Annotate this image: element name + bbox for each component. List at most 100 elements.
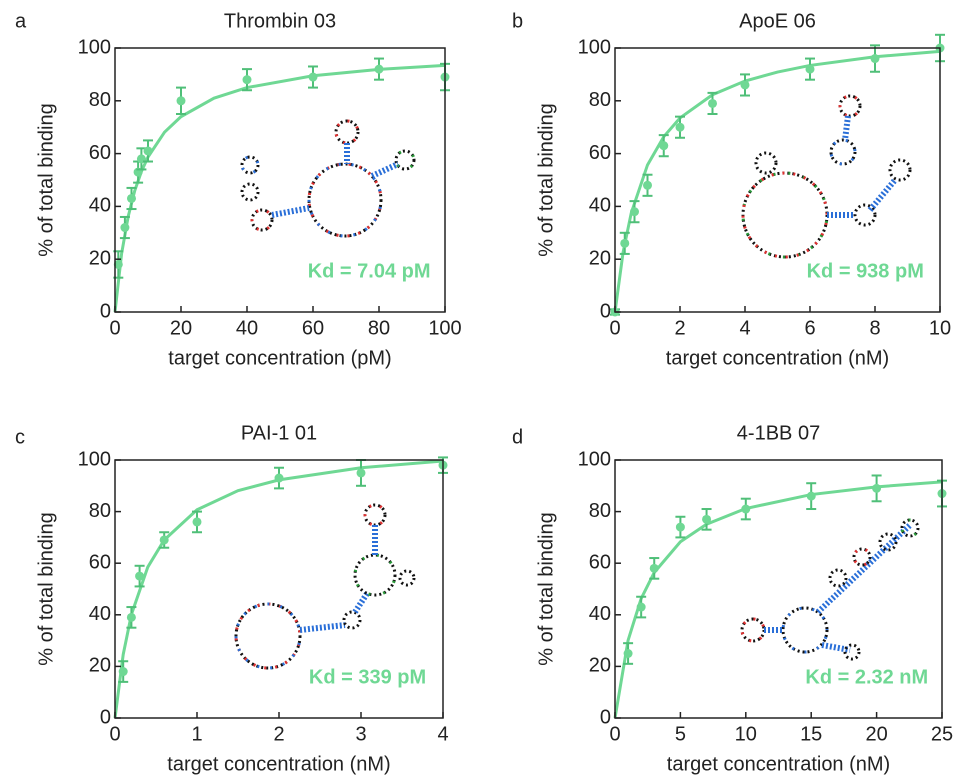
y-tick-label: 80 [589,89,611,111]
x-tick-label: 40 [236,317,258,339]
data-point [649,563,659,573]
x-tick-label: 4 [739,317,750,339]
data-point [374,64,384,74]
data-point [120,223,130,233]
x-tick-label: 10 [929,317,951,339]
x-tick-label: 6 [804,317,815,339]
data-point [708,98,717,108]
y-tick-label: 100 [578,36,611,58]
data-point [872,483,882,493]
y-tick-label: 0 [100,706,111,728]
x-tick-label: 10 [735,723,757,745]
data-point [242,75,252,85]
fit-curve [613,480,943,719]
chart-title: ApoE 06 [739,10,816,32]
axes-box [614,47,941,313]
x-tick-label: 1 [191,723,202,745]
panel-letter: d [512,426,523,448]
x-tick-label: 2 [674,317,685,339]
y-tick-label: 20 [589,655,611,677]
x-tick-label: 60 [302,317,324,339]
chart-title: Thrombin 03 [224,10,336,32]
chart-title: 4-1BB 07 [737,422,820,444]
y-tick-label: 100 [78,448,111,470]
data-point [127,193,136,203]
y-tick-label: 0 [600,300,611,322]
data-point [659,141,669,151]
y-tick-label: 60 [589,142,611,164]
panel-letter: b [512,10,523,32]
y-tick-label: 40 [89,603,111,625]
data-point [806,491,816,501]
data-point [623,649,633,658]
y-tick-label: 60 [89,551,111,573]
x-tick-label: 0 [109,723,120,745]
y-tick-label: 20 [89,247,111,269]
panel-letter: c [15,426,25,448]
x-tick-label: 5 [675,723,686,745]
y-tick-label: 100 [578,448,611,470]
x-tick-label: 80 [368,317,390,339]
x-tick-label: 20 [865,723,887,745]
data-point [675,122,685,132]
fit-curve [113,459,444,719]
x-tick-label: 15 [800,723,822,745]
data-point [740,80,750,90]
axes-box [614,459,943,719]
data-point [741,504,751,514]
x-tick-label: 0 [109,317,120,339]
data-point [176,96,186,106]
x-tick-label: 20 [170,317,192,339]
data-point [630,207,639,217]
y-tick-label: 0 [100,300,111,322]
data-point [126,612,136,622]
y-axis-label: % of total binding [535,512,557,665]
y-tick-label: 40 [89,195,111,217]
x-axis-label: target concentration (pM) [168,347,391,369]
y-tick-label: 100 [78,36,111,58]
y-tick-label: 0 [600,706,611,728]
x-tick-label: 0 [609,723,620,745]
fit-curve [613,49,941,313]
x-tick-label: 4 [437,723,448,745]
data-point [308,72,318,82]
x-axis-label: target concentration (nM) [167,753,390,775]
y-tick-label: 80 [89,500,111,522]
panel-letter: a [15,10,27,32]
annotation: Kd = 339 pM [309,666,426,688]
x-axis-label: target concentration (nM) [666,347,889,369]
y-axis-label: % of total binding [35,103,57,256]
x-axis-label: target concentration (nM) [667,753,890,775]
x-tick-label: 3 [355,723,366,745]
x-tick-label: 2 [273,723,284,745]
rna-structure [234,94,920,670]
y-tick-label: 20 [89,655,111,677]
data-point [356,468,366,478]
data-point [159,535,169,545]
data-point [135,571,145,581]
y-tick-label: 60 [589,551,611,573]
annotation: Kd = 7.04 pM [308,260,431,282]
data-point [192,517,202,527]
x-tick-label: 8 [869,317,880,339]
y-tick-label: 60 [89,142,111,164]
axes-box [114,47,446,313]
y-tick-label: 40 [589,195,611,217]
x-tick-label: 100 [428,317,461,339]
data-point [643,180,652,190]
data-point [805,64,815,74]
y-tick-label: 40 [589,603,611,625]
y-tick-label: 20 [589,247,611,269]
data-point [702,514,712,524]
data-point [870,54,880,64]
y-tick-label: 80 [89,89,111,111]
data-point [143,146,153,156]
x-tick-label: 0 [609,317,620,339]
data-point [675,522,685,532]
y-tick-label: 80 [589,500,611,522]
data-point [113,259,123,269]
y-axis-label: % of total binding [535,103,557,256]
data-point [274,473,284,483]
annotation: Kd = 938 pM [807,260,924,282]
